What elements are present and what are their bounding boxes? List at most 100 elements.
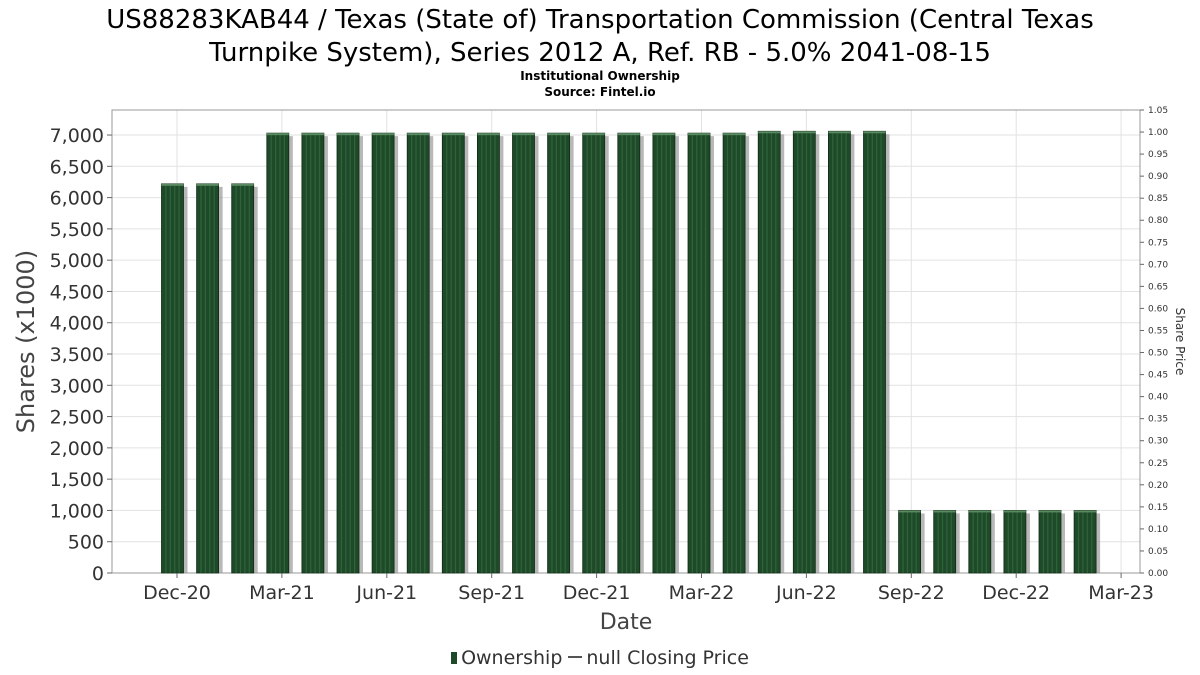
y-tick-label: 4,000 — [50, 313, 104, 335]
y-tick-label: 2,000 — [50, 438, 104, 460]
y-tick-label: 2,500 — [50, 407, 104, 429]
chart-subtitle-line-1: Institutional Ownership — [520, 69, 680, 83]
bar-top — [723, 133, 746, 136]
ownership-bar — [1073, 510, 1097, 574]
y2-tick-label: 0.00 — [1148, 569, 1168, 579]
y2-tick-label: 0.90 — [1148, 172, 1168, 182]
bar-top — [863, 131, 886, 134]
y-tick-label: 1,000 — [50, 500, 104, 522]
bar-top — [898, 510, 921, 513]
ownership-bar — [933, 510, 957, 574]
x-tick-label: Dec-21 — [563, 582, 631, 604]
x-tick-label: Sep-22 — [878, 582, 945, 604]
bar-top — [582, 133, 605, 136]
bar-top — [758, 131, 781, 134]
bar-top — [793, 131, 816, 134]
ownership-bar — [828, 130, 851, 574]
y2-axis-ticks: 0.00 0.05 0.10 0.15 0.20 0.25 0.30 0.35 0.40 0.45… — [1140, 106, 1168, 579]
bar-top — [477, 133, 500, 136]
bar-top — [828, 131, 851, 134]
y2-tick-label: 0.05 — [1148, 547, 1168, 557]
ownership-bar — [371, 132, 395, 574]
ownership-bar — [196, 183, 220, 574]
y2-tick-label: 1.00 — [1148, 128, 1168, 138]
bar-top — [652, 133, 675, 136]
legend: Ownership null Closing Price — [0, 647, 1200, 669]
x-axis-ticks: Dec-20 Mar-21 Jun-21 Sep-21 Dec-21 Mar-22 Jun-… — [143, 573, 1154, 604]
x-tick-label: Sep-21 — [458, 582, 525, 604]
y2-tick-label: 0.95 — [1148, 150, 1168, 160]
bar-top — [688, 133, 710, 136]
y-axis-label: Shares (x1000) — [12, 250, 40, 433]
ownership-bar — [757, 130, 781, 574]
ownership-bar — [336, 132, 360, 574]
y2-tick-label: 0.35 — [1148, 415, 1168, 425]
ownership-bar — [722, 132, 746, 574]
y2-axis-label: Share Price — [1173, 308, 1187, 376]
bars — [161, 130, 1101, 574]
y-tick-label: 5,500 — [50, 219, 104, 241]
y-tick-label: 0 — [92, 563, 104, 585]
bar-top — [1039, 510, 1061, 513]
ownership-bar — [266, 132, 290, 574]
bar-top — [1074, 510, 1097, 513]
ownership-bar — [687, 132, 711, 574]
ownership-bar — [582, 132, 606, 574]
y2-tick-label: 0.45 — [1148, 371, 1168, 381]
chart-subtitle: Institutional Ownership Source: Fintel.i… — [0, 68, 1200, 100]
y-tick-label: 1,500 — [50, 469, 104, 491]
x-axis-label: Date — [600, 610, 653, 635]
y2-tick-label: 0.20 — [1148, 481, 1168, 491]
ownership-bar — [161, 183, 184, 574]
legend-ownership-label: Ownership — [461, 647, 563, 669]
y2-tick-label: 0.70 — [1148, 260, 1168, 270]
bar-top — [301, 133, 324, 136]
legend-closing-price-label: null Closing Price — [586, 647, 749, 669]
ownership-bar — [547, 132, 570, 574]
y-tick-label: 5,000 — [50, 250, 104, 272]
bar-top — [547, 133, 570, 136]
ownership-bar — [476, 132, 500, 574]
ownership-bar — [617, 132, 641, 574]
bar-top — [1003, 510, 1026, 513]
y2-tick-label: 0.60 — [1148, 304, 1168, 314]
y2-tick-label: 0.85 — [1148, 194, 1168, 204]
ownership-bar — [968, 510, 992, 574]
y-tick-label: 6,500 — [50, 156, 104, 178]
ownership-bar — [441, 132, 465, 574]
y2-tick-label: 0.75 — [1148, 238, 1168, 248]
y-tick-label: 7,000 — [50, 125, 104, 147]
x-tick-label: Jun-22 — [775, 582, 837, 604]
chart-title-line-1: US88283KAB44 / Texas (State of) Transpor… — [106, 5, 1094, 35]
y-axis-ticks: 0 500 1,000 1,500 2,000 2,500 3,000 3,500 4,000 4… — [50, 125, 112, 585]
bar-top — [337, 133, 359, 136]
y2-tick-label: 0.15 — [1148, 503, 1168, 513]
ownership-bar — [652, 132, 676, 574]
bar-top — [196, 183, 219, 186]
bar-top — [231, 183, 254, 186]
chart-subtitle-line-2: Source: Fintel.io — [544, 85, 656, 99]
bar-top — [442, 133, 465, 136]
y-tick-label: 6,000 — [50, 188, 104, 210]
x-tick-label: Mar-21 — [249, 582, 315, 604]
ownership-bar — [512, 132, 535, 574]
bar-top — [372, 133, 395, 136]
y2-tick-label: 0.65 — [1148, 282, 1168, 292]
y-tick-label: 4,500 — [50, 281, 104, 303]
ownership-bar — [406, 132, 430, 574]
y2-tick-label: 0.40 — [1148, 393, 1168, 403]
bar-top — [266, 133, 289, 136]
bar-top — [161, 183, 184, 186]
legend-bar-swatch — [451, 652, 458, 664]
y2-tick-label: 0.25 — [1148, 459, 1168, 469]
ownership-bar — [1038, 510, 1062, 574]
y-tick-label: 3,500 — [50, 344, 104, 366]
chart-title-line-2: Turnpike System), Series 2012 A, Ref. RB… — [209, 38, 991, 68]
y2-tick-label: 1.05 — [1148, 106, 1168, 116]
ownership-bar — [898, 510, 921, 574]
y-tick-label: 500 — [68, 532, 104, 554]
ownership-bar — [863, 130, 886, 574]
y2-tick-label: 0.55 — [1148, 326, 1168, 336]
bar-top — [968, 510, 991, 513]
